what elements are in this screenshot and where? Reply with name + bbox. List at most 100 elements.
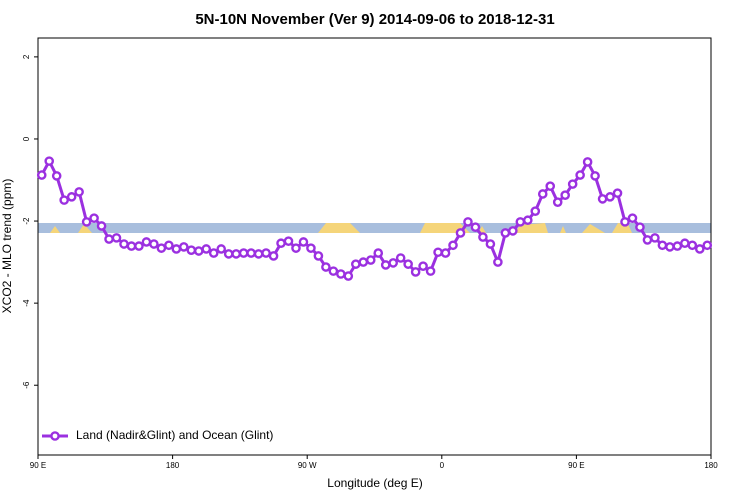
data-point (126, 241, 137, 251)
y-axis-label: XCO2 - MLO trend (ppm) (0, 179, 14, 314)
data-point (253, 249, 264, 259)
legend-marker (50, 431, 60, 441)
data-point (657, 240, 668, 251)
data-point (276, 238, 286, 249)
land-patches (50, 223, 632, 233)
data-point (627, 213, 638, 223)
data-point (321, 262, 331, 272)
data-point (500, 228, 511, 238)
data-point (478, 232, 488, 242)
x-axis-label: Longitude (deg E) (327, 476, 422, 490)
data-point (134, 241, 144, 251)
data-point (186, 245, 197, 255)
data-point (665, 242, 675, 252)
x-tick-label: 0 (440, 461, 445, 470)
data-point (515, 217, 526, 227)
legend-label: Land (Nadir&Glint) and Ocean (Glint) (76, 428, 273, 442)
data-point (463, 217, 473, 227)
data-point (74, 187, 84, 197)
data-point (358, 257, 369, 267)
data-point (694, 244, 705, 254)
data-point (231, 249, 241, 259)
data-point (201, 244, 212, 254)
data-point (620, 217, 630, 227)
y-tick-label: -4 (22, 299, 31, 307)
ocean-band (38, 223, 711, 233)
data-point (425, 266, 436, 276)
data-point (179, 242, 189, 252)
x-tick-label: 90 W (298, 461, 317, 470)
data-point (81, 217, 92, 227)
data-point (410, 267, 421, 277)
data-point (313, 251, 324, 261)
data-point (545, 181, 556, 191)
data-point (687, 240, 698, 251)
data-point (164, 240, 174, 251)
data-point (380, 260, 391, 270)
data-point (485, 239, 496, 249)
data-point (403, 259, 413, 269)
data-point (291, 243, 301, 253)
x-tick-label: 180 (704, 461, 718, 470)
data-point (388, 258, 398, 268)
data-point (216, 244, 227, 254)
data-point (508, 226, 518, 236)
data-point (590, 171, 600, 181)
data-point (36, 170, 47, 180)
data-point (672, 241, 683, 251)
data-point (680, 238, 690, 249)
data-point (448, 240, 458, 251)
y-tick-label: -6 (22, 381, 31, 389)
data-point (373, 248, 384, 258)
data-point (119, 239, 129, 249)
data-point (395, 253, 406, 263)
y-tick-label: -2 (22, 217, 31, 225)
data-point (223, 249, 234, 259)
data-point (635, 222, 645, 233)
data-point (96, 221, 107, 231)
data-point (156, 243, 167, 253)
x-tick-label: 90 E (30, 461, 46, 470)
data-point (171, 244, 182, 254)
data-point (89, 213, 99, 223)
data-point (650, 233, 660, 243)
data-point (552, 197, 563, 207)
data-point (612, 188, 623, 198)
x-tick-label: 90 E (568, 461, 584, 470)
data-point (522, 215, 533, 226)
data-point (111, 233, 122, 243)
data-point (283, 236, 294, 246)
data-point (440, 248, 451, 258)
data-point (44, 156, 55, 166)
data-point (104, 234, 114, 244)
data-point (246, 248, 256, 258)
data-point (575, 170, 585, 180)
chart-title: 5N-10N November (Ver 9) 2014-09-06 to 20… (195, 11, 554, 28)
data-point (351, 259, 361, 269)
data-point (208, 248, 219, 258)
data-point (238, 248, 249, 258)
data-point (537, 189, 548, 199)
data-point (298, 237, 309, 247)
data-point (66, 192, 77, 202)
y-tick-label: 0 (22, 136, 31, 141)
y-tick-label: 2 (22, 54, 31, 59)
data-point (328, 266, 339, 276)
data-point (59, 195, 69, 205)
data-point (470, 222, 481, 233)
data-point (268, 251, 279, 261)
data-point (642, 235, 653, 245)
x-tick-label: 180 (166, 461, 180, 470)
data-point (149, 239, 159, 249)
data-point (597, 194, 608, 204)
data-point (560, 190, 570, 200)
data-point (582, 157, 593, 167)
data-point (51, 171, 62, 181)
land-mask-band (38, 223, 711, 233)
data-point (530, 206, 541, 217)
data-point (193, 246, 204, 256)
data-point (365, 255, 376, 265)
data-point (455, 228, 466, 238)
data-point (605, 192, 615, 202)
